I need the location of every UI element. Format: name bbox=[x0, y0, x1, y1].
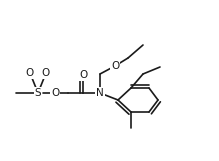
Text: N: N bbox=[96, 88, 104, 98]
Text: O: O bbox=[42, 68, 50, 78]
Text: O: O bbox=[51, 88, 59, 98]
Text: O: O bbox=[79, 70, 87, 80]
Text: O: O bbox=[26, 68, 34, 78]
Text: S: S bbox=[35, 88, 41, 98]
Text: O: O bbox=[111, 61, 119, 71]
